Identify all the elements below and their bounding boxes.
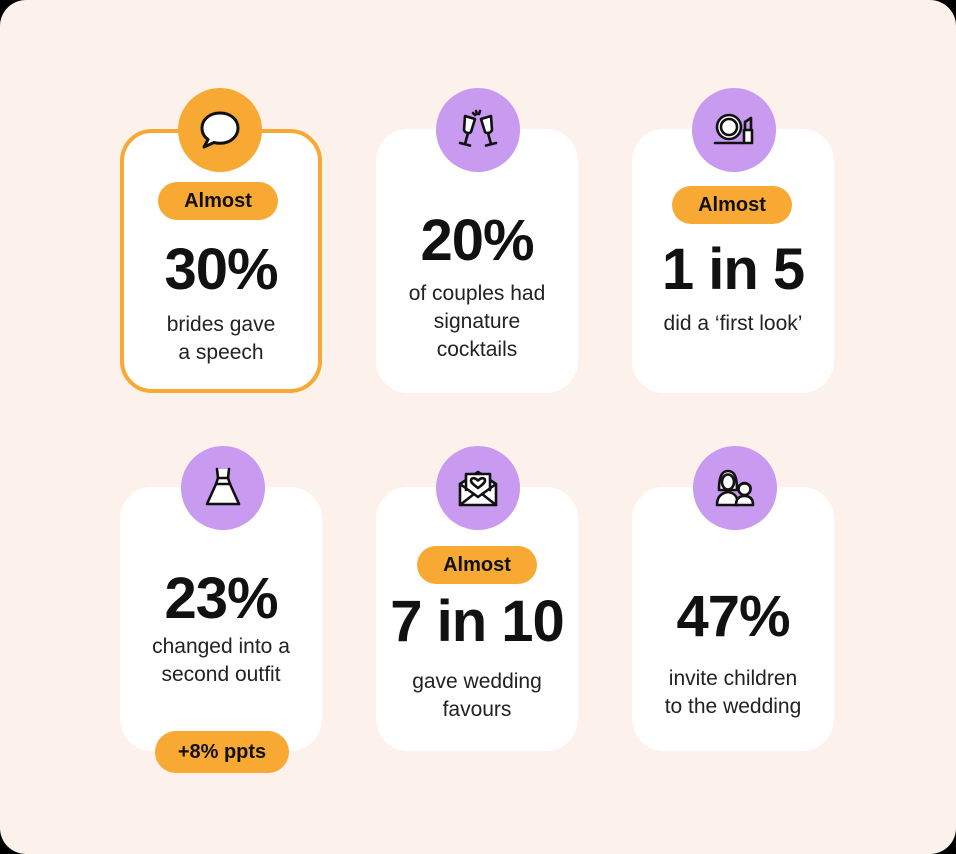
champagne-glasses-icon-circle — [436, 88, 520, 172]
desc-line: gave wedding — [412, 670, 542, 693]
stat-description: invite children to the wedding — [632, 665, 834, 721]
wedding-dress-icon — [205, 467, 241, 506]
desc-line: of couples had — [408, 282, 546, 305]
desc-line: second outfit — [161, 663, 281, 686]
envelope-heart-icon — [458, 470, 498, 507]
speech-bubble-icon — [200, 111, 240, 149]
stat-value: 47% — [676, 584, 790, 649]
stat-card-first-look — [632, 129, 834, 393]
stat-card-second-outfit — [120, 487, 322, 751]
desc-line: changed into a — [152, 635, 290, 658]
champagne-glasses-icon — [458, 109, 498, 147]
mirror-lipstick-icon — [713, 113, 754, 145]
stat-value: 7 in 10 — [390, 589, 565, 654]
desc-line: did a ‘first look’ — [663, 312, 803, 335]
woman-and-child-icon — [715, 469, 755, 507]
desc-line: cocktails — [436, 338, 518, 361]
stat-value: 20% — [420, 208, 534, 273]
almost-badge: Almost — [672, 186, 792, 224]
stat-description: did a ‘first look’ — [632, 310, 834, 338]
almost-badge: Almost — [417, 546, 537, 584]
speech-bubble-icon-circle — [178, 88, 262, 172]
stat-card-favours — [376, 487, 578, 751]
stat-description: brides gave a speech — [120, 311, 322, 367]
desc-line: signature — [433, 310, 521, 333]
change-badge: +8% ppts — [155, 731, 289, 773]
stat-value: 23% — [164, 566, 278, 631]
desc-line: favours — [442, 698, 512, 721]
stat-card-speech — [120, 129, 322, 393]
almost-badge: Almost — [158, 182, 278, 220]
stat-description: changed into a second outfit — [120, 633, 322, 689]
desc-line: invite children — [668, 667, 798, 690]
desc-line: to the wedding — [664, 695, 802, 718]
desc-line: brides gave — [166, 313, 276, 336]
desc-line: a speech — [178, 341, 264, 364]
stat-card-cocktails — [376, 129, 578, 393]
stat-card-children — [632, 487, 834, 751]
envelope-heart-icon-circle — [436, 446, 520, 530]
wedding-dress-icon-circle — [181, 446, 265, 530]
woman-and-child-icon-circle — [693, 446, 777, 530]
stat-description: gave wedding favours — [376, 668, 578, 724]
stat-description: of couples had signature cocktails — [376, 280, 578, 364]
stat-value: 1 in 5 — [661, 237, 805, 302]
stat-value: 30% — [164, 237, 278, 302]
mirror-lipstick-icon-circle — [692, 88, 776, 172]
